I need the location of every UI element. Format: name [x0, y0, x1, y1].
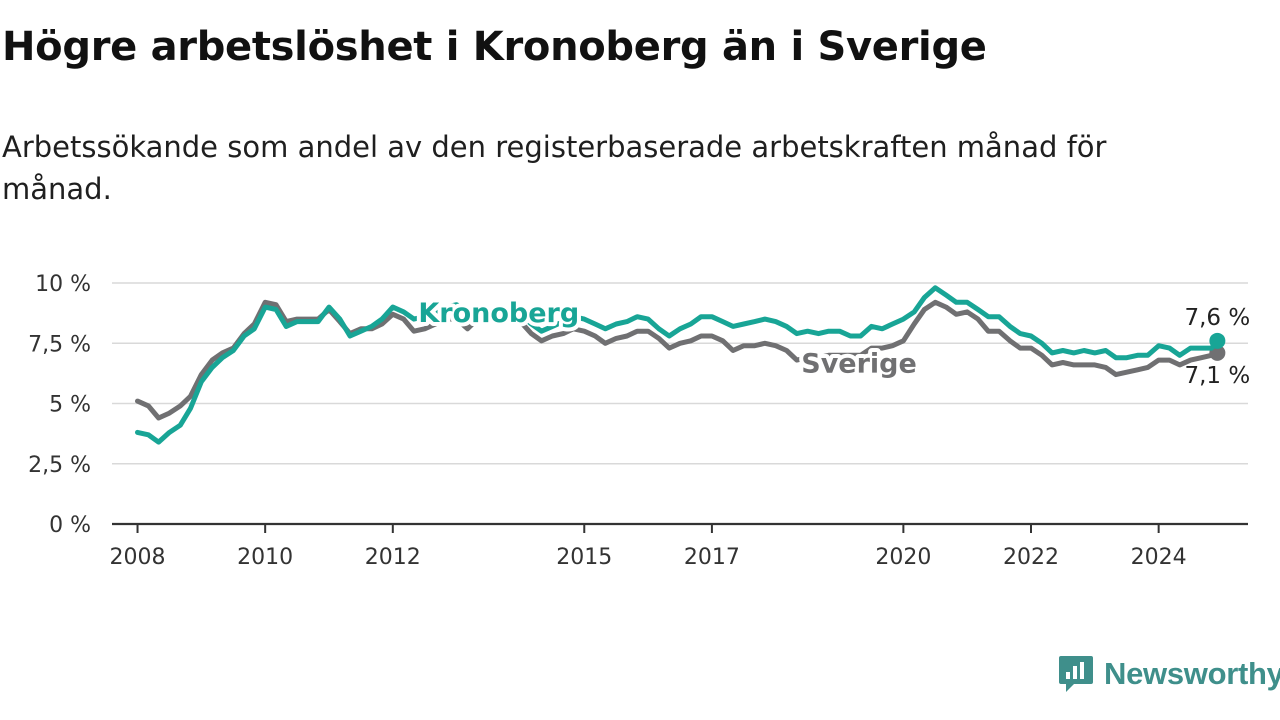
- y-tick-label: 2,5 %: [28, 453, 91, 478]
- x-tick-label: 2010: [237, 545, 293, 570]
- newsworthy-logo-icon: [1059, 656, 1093, 692]
- x-axis: 2008 2010 2012 2015 2017 2020 2022 2024: [110, 522, 1248, 570]
- series-line-kronoberg: [135, 285, 1220, 445]
- end-point-kronoberg: [1209, 332, 1226, 349]
- series-label-kronoberg: Kronoberg: [418, 298, 579, 329]
- y-tick-label: 0 %: [49, 513, 91, 538]
- y-tick-label: 10 %: [35, 272, 91, 297]
- x-tick-label: 2015: [556, 545, 612, 570]
- x-tick-label: 2017: [684, 545, 740, 570]
- x-tick-label: 2012: [365, 545, 421, 570]
- series-label-sverige: Sverige: [801, 349, 917, 380]
- x-tick-label: 2020: [875, 545, 931, 570]
- series-lines: [135, 285, 1226, 445]
- gridlines: [112, 282, 1248, 465]
- y-axis: 0 % 2,5 % 5 % 7,5 % 10 %: [28, 272, 91, 538]
- series-label-halo: Sverige: [801, 349, 917, 380]
- line-chart: 0 % 2,5 % 5 % 7,5 % 10 % 2008 2010 2012 2015 201…: [28, 272, 1250, 570]
- y-tick-label: 5 %: [49, 393, 91, 418]
- series-label-halo: Kronoberg: [418, 298, 579, 329]
- brand-name: Newsworthy: [1104, 656, 1280, 691]
- y-tick-label: 7,5 %: [28, 332, 91, 357]
- newsworthy-brand: Newsworthy: [1058, 652, 1280, 696]
- x-tick-label: 2024: [1131, 545, 1187, 570]
- chart-subtitle: Arbetssökande som andel av den registerb…: [2, 130, 1107, 206]
- end-value-label-kronoberg: 7,6 %: [1184, 305, 1250, 331]
- chart-title: Högre arbetslöshet i Kronoberg än i Sver…: [2, 24, 987, 70]
- x-tick-label: 2008: [110, 545, 166, 570]
- x-tick-label: 2022: [1003, 545, 1059, 570]
- end-value-label-sverige: 7,1 %: [1184, 363, 1250, 389]
